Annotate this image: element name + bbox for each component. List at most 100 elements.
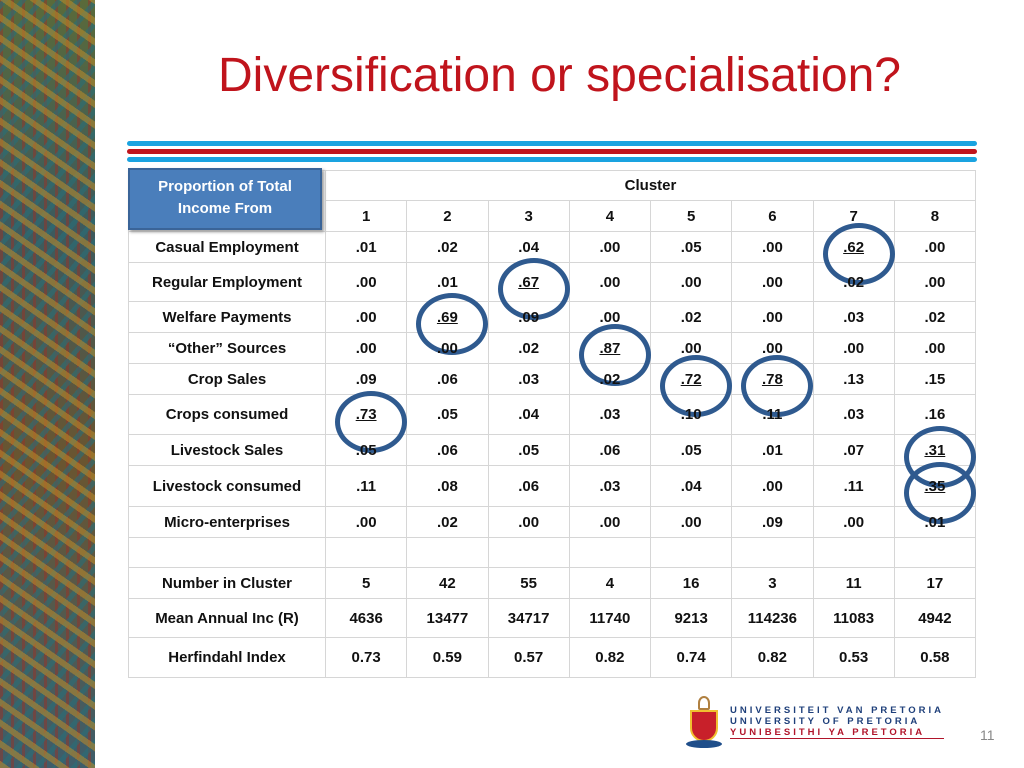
cluster-column-header: 8 — [893, 200, 977, 232]
cell-value: 34717 — [507, 609, 550, 627]
cell-value: .00 — [761, 238, 783, 256]
cluster-group-header: Cluster — [325, 170, 976, 201]
cell-value: .02 — [436, 513, 458, 531]
page-number: 11 — [980, 727, 995, 743]
table-cell: .05 — [406, 394, 489, 435]
cell-value: 42 — [439, 574, 456, 592]
cell-value: 11083 — [833, 609, 875, 627]
table-cell: 17 — [893, 567, 977, 599]
table-cell: .00 — [568, 506, 652, 538]
row-label: Casual Employment — [128, 231, 326, 263]
cell-value: 16 — [682, 574, 700, 592]
table-cell: .87 — [568, 324, 652, 387]
cell-value: .16 — [924, 406, 946, 423]
table-cell: .09 — [731, 506, 814, 538]
cell-value: .00 — [680, 513, 702, 531]
cell-value: 0.82 — [757, 649, 787, 666]
table-cell: .13 — [812, 363, 895, 395]
table-cell: .15 — [893, 363, 977, 395]
cell-value: .78 — [761, 370, 783, 388]
cell-value: .00 — [761, 308, 783, 326]
row-label: Micro-enterprises — [128, 506, 326, 538]
cell-value: .00 — [761, 477, 783, 495]
table-row: Crop Sales .09 .06 .03 .02 .72 .78 .13 .15 — [128, 355, 977, 418]
table-cell: 0.57 — [487, 637, 570, 678]
cell-value: .87 — [599, 339, 621, 357]
table-cell: .73 — [324, 391, 408, 453]
cell-value: .06 — [436, 370, 458, 388]
cell-value: 0.58 — [920, 649, 950, 666]
table-cell: .04 — [487, 231, 570, 263]
cell-value: .00 — [355, 308, 377, 326]
cell-value: .35 — [924, 477, 946, 495]
cell-value: .02 — [680, 308, 702, 326]
table-cell: .05 — [487, 434, 570, 466]
cell-value: .03 — [843, 308, 865, 326]
table-cell: .06 — [406, 363, 489, 395]
table-cell: .00 — [812, 332, 895, 364]
cell-value: .00 — [924, 339, 946, 357]
table-cell: 0.82 — [568, 637, 652, 678]
cell-value: 11 — [845, 574, 862, 592]
cell-value: .06 — [518, 477, 540, 495]
cell-value: .00 — [680, 339, 702, 357]
cell-value: .00 — [680, 273, 702, 291]
table-cell — [324, 537, 408, 568]
table-cell: .01 — [324, 231, 408, 263]
cell-value: .15 — [924, 370, 946, 388]
cell-value: .00 — [599, 238, 621, 256]
table-cell: .03 — [568, 465, 652, 507]
cell-value: .11 — [762, 406, 783, 423]
cell-value: .08 — [436, 477, 458, 495]
table-cell: 0.53 — [812, 637, 895, 678]
table-cell: .06 — [406, 434, 489, 466]
table-cell: .02 — [406, 231, 489, 263]
row-label: Crops consumed — [128, 394, 326, 435]
table-cell: .02 — [568, 363, 652, 395]
cell-value: .09 — [761, 513, 783, 531]
cell-value: .67 — [518, 273, 540, 291]
cell-value: .02 — [599, 370, 621, 388]
table-cell: .00 — [324, 332, 408, 364]
table-cell: .00 — [731, 465, 814, 507]
table-cell: .00 — [324, 301, 408, 333]
cell-value: .05 — [680, 441, 702, 459]
table-cell: 5 — [324, 567, 408, 599]
table-cell — [731, 537, 814, 568]
table-cell — [487, 537, 570, 568]
cell-value: .01 — [924, 513, 946, 531]
cell-value: .05 — [355, 441, 377, 459]
table-cell: .00 — [406, 332, 489, 364]
table-cell: .02 — [649, 301, 733, 333]
cell-value: 55 — [520, 574, 537, 592]
cell-value: 5 — [361, 574, 371, 592]
table-corner-header: Proportion of Total Income From — [128, 168, 322, 230]
logo-line-english: UNIVERSITY OF PRETORIA — [730, 716, 921, 727]
table-cell: .11 — [324, 465, 408, 507]
cluster-column-header: 5 — [649, 200, 733, 232]
table-cell — [568, 537, 652, 568]
cell-value: .01 — [436, 273, 458, 291]
university-logo: UNIVERSITEIT VAN PRETORIA UNIVERSITY OF … — [686, 694, 944, 750]
table-cell: .07 — [812, 434, 895, 466]
table-cell: .04 — [487, 394, 570, 435]
rule-blue-top — [127, 141, 977, 146]
cell-value: .00 — [843, 339, 865, 357]
table-cell: .00 — [649, 506, 733, 538]
cell-value: 13477 — [426, 609, 469, 627]
table-cell: .03 — [568, 394, 652, 435]
cell-value: .06 — [436, 441, 458, 459]
cell-value: 11740 — [589, 609, 631, 627]
table-cell: 34717 — [487, 598, 570, 638]
decorative-art-strip — [0, 0, 95, 768]
table-cell: .00 — [731, 262, 814, 302]
table-cell — [812, 537, 895, 568]
cell-value: .02 — [924, 308, 946, 326]
table-cell: 0.58 — [893, 637, 977, 678]
income-table: Cluster 1 2 3 4 5 6 7 8 Casual Employment .01 .02 .0… — [128, 168, 977, 678]
row-label: Crop Sales — [128, 363, 326, 395]
cell-value: .00 — [843, 513, 865, 531]
table-cell: .72 — [649, 355, 733, 418]
cell-value: .03 — [843, 406, 865, 423]
